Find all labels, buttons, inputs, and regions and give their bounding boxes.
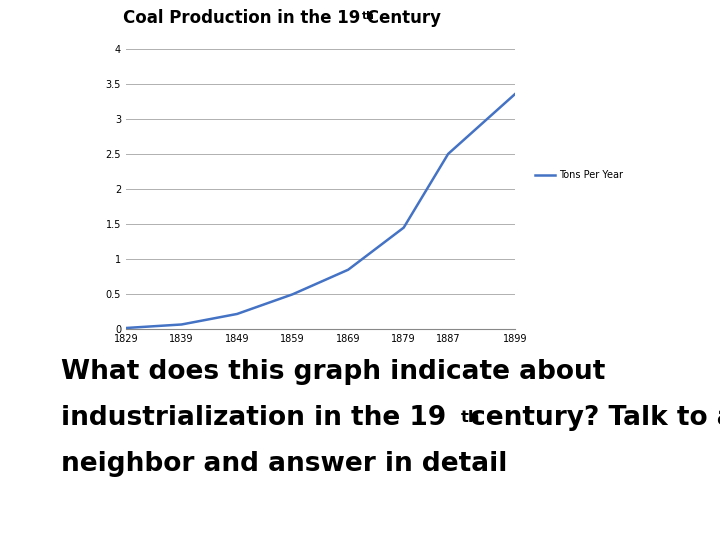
Tons Per Year [233, 310, 241, 317]
Tons Per Year [510, 91, 519, 97]
Tons Per Year [177, 321, 186, 328]
Tons Per Year [122, 325, 130, 331]
Tons Per Year [344, 267, 353, 273]
Legend: Tons Per Year: Tons Per Year [531, 166, 627, 184]
Line: Tons Per Year: Tons Per Year [126, 94, 515, 328]
Text: Century: Century [361, 9, 441, 27]
Tons Per Year [400, 225, 408, 231]
Text: th: th [461, 410, 480, 426]
Text: industrialization in the 19: industrialization in the 19 [61, 405, 446, 431]
Text: th: th [361, 10, 374, 21]
Text: century? Talk to a: century? Talk to a [461, 405, 720, 431]
Text: What does this graph indicate about: What does this graph indicate about [61, 359, 606, 385]
Tons Per Year [288, 291, 297, 298]
Text: neighbor and answer in detail: neighbor and answer in detail [61, 451, 508, 477]
Text: Coal Production in the 19: Coal Production in the 19 [122, 9, 360, 27]
Tons Per Year [444, 151, 452, 157]
